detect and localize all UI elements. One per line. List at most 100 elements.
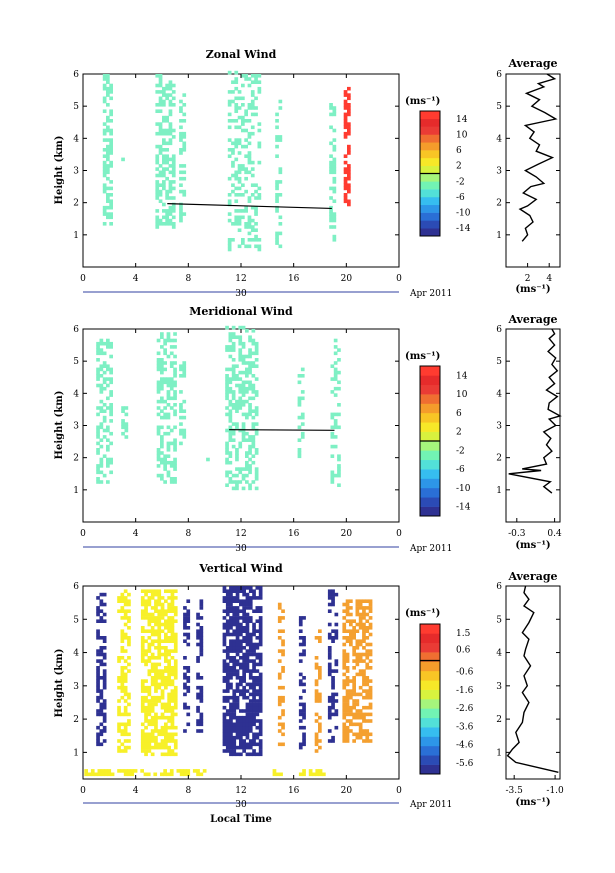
data-cell <box>345 699 350 703</box>
data-cell <box>352 636 356 640</box>
data-cell <box>173 438 177 442</box>
data-cell <box>327 709 332 713</box>
data-cell <box>173 712 178 717</box>
data-cell <box>99 616 104 620</box>
data-cell <box>164 715 168 720</box>
data-cell <box>318 729 322 733</box>
data-cell <box>102 83 107 88</box>
data-cell <box>106 115 110 120</box>
data-cell <box>229 722 233 727</box>
data-cell <box>250 99 255 104</box>
data-cell <box>170 599 175 603</box>
data-cell <box>242 732 246 737</box>
data-cell <box>238 335 243 339</box>
data-cell <box>250 112 255 117</box>
data-cell <box>109 86 113 91</box>
data-cell <box>102 639 107 643</box>
data-cell <box>248 669 253 673</box>
data-cell <box>147 732 152 737</box>
data-cell <box>248 722 253 727</box>
data-cell <box>258 729 263 733</box>
data-cell <box>252 676 256 680</box>
data-cell <box>109 441 113 446</box>
data-cell <box>173 374 177 378</box>
data-cell <box>368 659 373 663</box>
data-cell <box>127 712 131 717</box>
data-cell <box>333 444 338 449</box>
data-cell <box>245 732 250 737</box>
data-cell <box>127 619 131 623</box>
data-cell <box>332 164 337 168</box>
data-cell <box>160 629 165 633</box>
data-cell <box>109 457 113 462</box>
data-cell <box>183 622 187 627</box>
data-cell <box>183 769 187 773</box>
data-cell <box>183 705 187 710</box>
data-cell <box>245 380 249 385</box>
colorbar-swatch <box>420 126 440 135</box>
data-cell <box>337 403 341 407</box>
data-cell <box>254 96 258 101</box>
data-cell <box>232 739 237 743</box>
data-cell <box>355 599 360 603</box>
data-cell <box>302 739 306 743</box>
data-cell <box>117 749 121 753</box>
data-cell <box>327 662 332 667</box>
data-cell <box>140 616 145 620</box>
data-cell <box>352 712 356 717</box>
data-cell <box>330 364 335 368</box>
data-cell <box>163 464 167 468</box>
y-tick-label: 2 <box>73 454 79 464</box>
data-cell <box>245 390 249 394</box>
data-cell <box>235 592 240 597</box>
data-cell <box>106 212 110 216</box>
vertical-wind-colorbar: 1.50.6-0.6-1.6-2.6-3.6-4.6-5.6 <box>419 623 474 775</box>
data-cell <box>225 646 230 650</box>
data-cell <box>241 370 246 375</box>
data-cell <box>239 729 243 733</box>
data-cell <box>355 722 360 727</box>
data-cell <box>330 377 335 381</box>
data-cell <box>157 742 162 747</box>
data-cell <box>147 669 152 673</box>
data-cell <box>117 769 121 773</box>
data-cell <box>358 626 363 630</box>
data-cell <box>368 649 373 653</box>
data-cell <box>239 722 243 727</box>
data-cell <box>234 144 239 149</box>
data-cell <box>157 685 162 690</box>
colorbar-tick-label: -2 <box>456 177 465 187</box>
data-cell <box>154 619 158 623</box>
data-cell <box>99 399 104 404</box>
data-cell <box>170 725 175 730</box>
data-cell <box>96 370 100 375</box>
data-cell <box>229 749 233 753</box>
data-cell <box>248 649 253 653</box>
data-cell <box>345 656 350 660</box>
data-cell <box>331 636 335 640</box>
data-cell <box>345 739 350 743</box>
colorbar-swatch <box>420 755 440 765</box>
data-cell <box>362 659 366 663</box>
data-cell <box>173 649 178 653</box>
data-cell <box>225 629 230 633</box>
data-cell <box>365 666 370 670</box>
data-cell <box>248 386 252 391</box>
data-cell <box>300 390 305 394</box>
data-cell <box>239 639 243 643</box>
data-cell <box>235 662 240 667</box>
data-cell <box>252 739 256 743</box>
data-cell <box>241 96 245 101</box>
data-cell <box>117 676 121 680</box>
data-cell <box>225 729 230 733</box>
y-tick-label: 5 <box>496 615 502 625</box>
data-cell <box>173 676 178 680</box>
data-cell <box>232 669 237 673</box>
data-cell <box>225 652 230 657</box>
data-cell <box>349 729 353 733</box>
data-cell <box>109 367 113 372</box>
data-cell <box>160 739 165 743</box>
data-cell <box>275 112 279 117</box>
data-cell <box>331 596 335 600</box>
data-cell <box>106 157 110 162</box>
